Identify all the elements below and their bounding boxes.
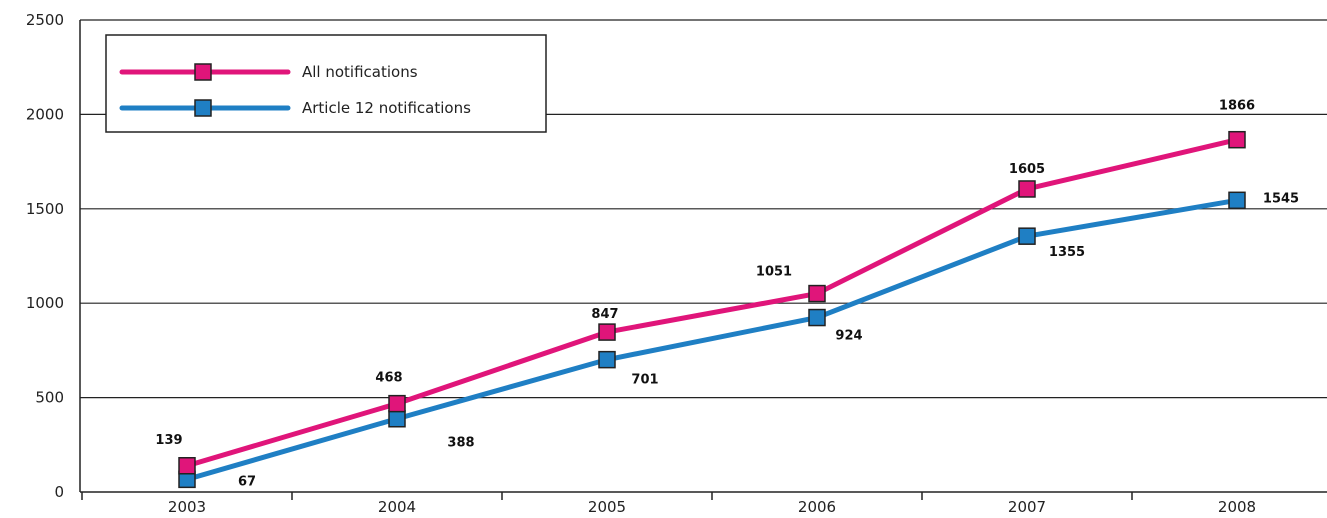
y-tick-label: 2500 xyxy=(26,11,64,29)
data-label-all: 847 xyxy=(591,307,618,322)
point-marker-article12 xyxy=(598,350,616,369)
data-label-article12: 67 xyxy=(238,474,256,489)
point-marker-all xyxy=(388,394,406,413)
legend-swatch-marker-all xyxy=(194,63,212,81)
x-tick-label: 2006 xyxy=(798,498,836,516)
y-tick-label: 0 xyxy=(54,483,64,501)
series-line-all xyxy=(184,137,1240,469)
x-tick-label: 2003 xyxy=(168,498,206,516)
y-tick-label: 500 xyxy=(35,389,64,407)
data-label-article12: 1545 xyxy=(1263,191,1299,206)
data-label-article12: 1355 xyxy=(1049,245,1085,260)
point-marker-all xyxy=(598,323,616,341)
legend-swatch-marker-article12 xyxy=(194,99,212,117)
x-tick-label: 2004 xyxy=(378,498,416,516)
data-label-article12: 924 xyxy=(835,329,862,344)
point-marker-all xyxy=(1018,180,1036,198)
legend-label-article12: Article 12 notifications xyxy=(302,99,471,117)
data-label-all: 1605 xyxy=(1009,162,1045,177)
x-axis: 2003 2004 2005 2006 2007 2008 xyxy=(80,491,1327,516)
point-marker-article12 xyxy=(1228,191,1246,210)
x-tick-label: 2008 xyxy=(1218,498,1256,516)
y-tick-label: 2000 xyxy=(26,105,64,123)
legend-box xyxy=(105,34,547,133)
point-marker-article12 xyxy=(808,308,826,327)
y-axis: 0 500 1000 1500 2000 2500 xyxy=(26,11,81,501)
point-marker-article12 xyxy=(388,409,406,428)
legend: All notifications Article 12 notificatio… xyxy=(105,34,547,133)
series-lines xyxy=(178,130,1246,489)
data-label-all: 468 xyxy=(375,371,402,386)
data-label-article12: 701 xyxy=(631,373,658,388)
data-label-article12: 388 xyxy=(447,436,474,451)
data-label-all: 139 xyxy=(155,433,182,448)
x-tick-label: 2007 xyxy=(1008,498,1046,516)
point-marker-all xyxy=(1228,130,1246,149)
y-tick-label: 1000 xyxy=(26,294,64,312)
point-marker-all xyxy=(178,457,196,475)
legend-label-all: All notifications xyxy=(302,63,418,81)
data-label-all: 1051 xyxy=(756,265,792,280)
data-labels: 139 468 847 1051 1605 1866 67 388 701 924 1355 1545 xyxy=(155,99,1299,490)
y-tick-label: 1500 xyxy=(26,200,64,218)
series-line-article12 xyxy=(184,197,1240,482)
data-label-all: 1866 xyxy=(1219,99,1255,114)
x-tick-label: 2005 xyxy=(588,498,626,516)
point-marker-all xyxy=(808,284,826,303)
point-marker-article12 xyxy=(1018,227,1036,245)
